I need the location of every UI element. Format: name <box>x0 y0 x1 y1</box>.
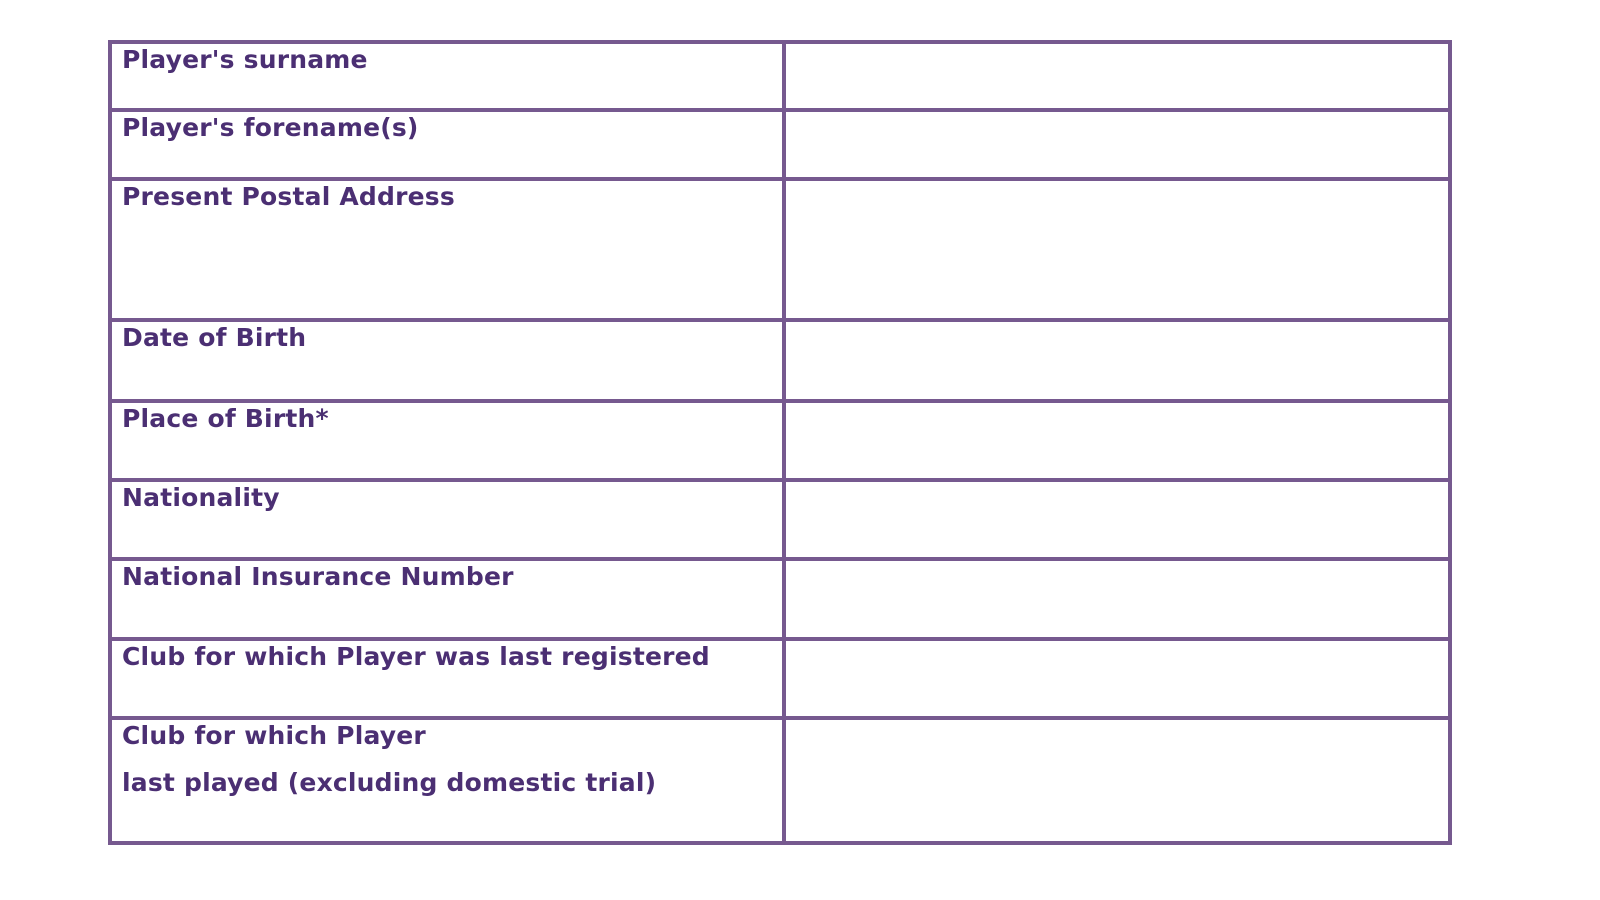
field-label-text: Place of Birth* <box>122 404 329 433</box>
field-label-text: Nationality <box>122 483 280 512</box>
player-details-form: Player's surname Player's forename(s) Pres… <box>108 40 1452 845</box>
field-value-input[interactable] <box>782 177 1452 322</box>
field-value-input[interactable] <box>782 637 1452 720</box>
field-value-input[interactable] <box>782 557 1452 641</box>
form-row: Nationality <box>108 478 1452 561</box>
field-label-text: Player's surname <box>122 45 368 74</box>
field-label: Player's forename(s) <box>108 108 786 181</box>
field-label-text: Player's forename(s) <box>122 113 419 142</box>
field-label: National Insurance Number <box>108 557 786 641</box>
field-value-input[interactable] <box>782 716 1452 845</box>
form-row: Date of Birth <box>108 318 1452 403</box>
form-row: Player's surname <box>108 40 1452 112</box>
field-label-text: Club for which Player last played (exclu… <box>122 721 657 797</box>
form-row: Club for which Player last played (exclu… <box>108 716 1452 845</box>
field-label: Club for which Player was last registere… <box>108 637 786 720</box>
form-row: National Insurance Number <box>108 557 1452 641</box>
field-value-input[interactable] <box>782 108 1452 181</box>
form-row: Club for which Player was last registere… <box>108 637 1452 720</box>
form-row: Place of Birth* <box>108 399 1452 482</box>
field-label: Present Postal Address <box>108 177 786 322</box>
field-label-text: National Insurance Number <box>122 562 514 591</box>
field-label-text: Present Postal Address <box>122 182 455 211</box>
form-row: Present Postal Address <box>108 177 1452 322</box>
field-value-input[interactable] <box>782 318 1452 403</box>
form-row: Player's forename(s) <box>108 108 1452 181</box>
field-label-text: Date of Birth <box>122 323 307 352</box>
field-label: Player's surname <box>108 40 786 112</box>
field-label: Place of Birth* <box>108 399 786 482</box>
field-label-text: Club for which Player was last registere… <box>122 642 710 671</box>
field-label: Nationality <box>108 478 786 561</box>
field-value-input[interactable] <box>782 40 1452 112</box>
field-label: Club for which Player last played (exclu… <box>108 716 786 845</box>
field-value-input[interactable] <box>782 478 1452 561</box>
field-label: Date of Birth <box>108 318 786 403</box>
field-value-input[interactable] <box>782 399 1452 482</box>
